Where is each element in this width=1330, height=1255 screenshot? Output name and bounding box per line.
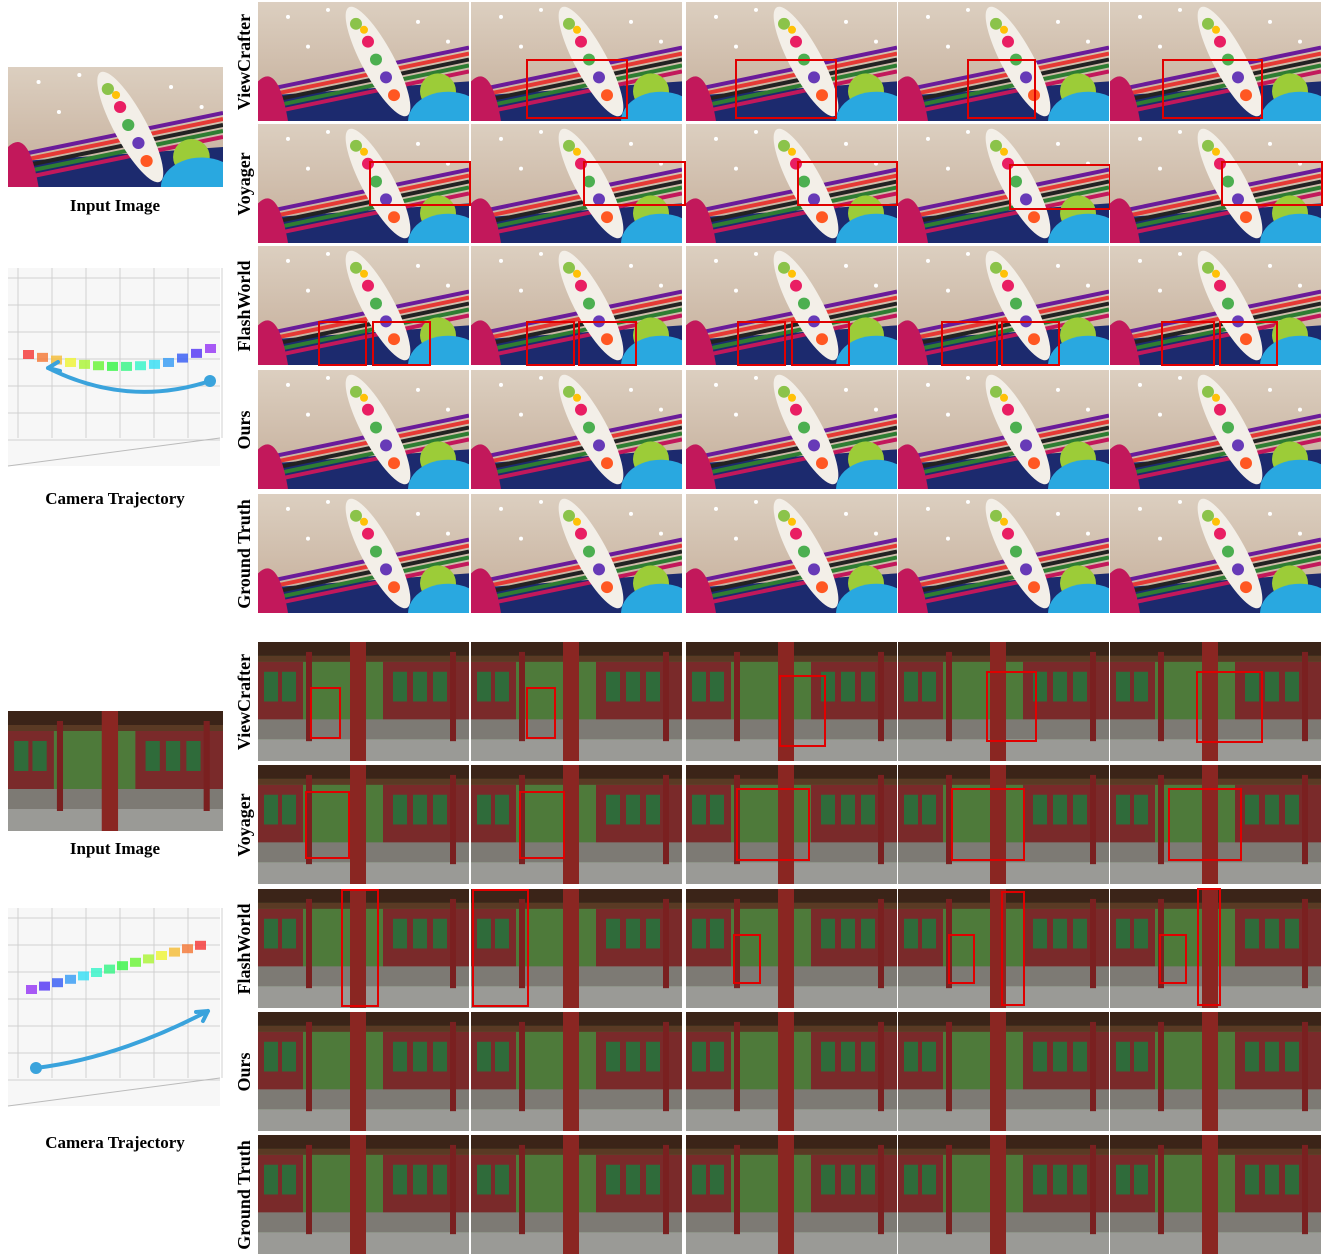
camera-frame xyxy=(78,971,89,980)
result-frame xyxy=(258,368,469,491)
input-image xyxy=(8,65,223,190)
row-label: Ours xyxy=(234,410,254,449)
camera-frame xyxy=(52,978,63,987)
camera-frame xyxy=(130,958,141,967)
figure: Input Image Camera Trajectory ViewCrafter V… xyxy=(0,0,1330,1255)
camera-frame xyxy=(65,358,76,367)
result-frame xyxy=(1110,765,1321,884)
row-label: ViewCrafter xyxy=(234,654,254,750)
camera-frame xyxy=(121,362,132,371)
trajectory-plot xyxy=(8,908,222,1106)
row-label: Ground Truth xyxy=(234,1140,254,1250)
camera-frame xyxy=(149,360,160,369)
result-frame xyxy=(898,492,1109,615)
row-label: Voyager xyxy=(234,793,254,856)
trajectory-start xyxy=(30,1062,42,1074)
result-frame xyxy=(686,492,897,615)
result-frame xyxy=(686,1135,897,1254)
result-frame xyxy=(258,889,469,1008)
result-frame xyxy=(258,492,469,615)
result-frame xyxy=(898,1135,1109,1254)
row-label: Ours xyxy=(234,1052,254,1091)
row-label: FlashWorld xyxy=(234,260,254,351)
result-frame xyxy=(898,642,1109,761)
result-frame xyxy=(1110,492,1321,615)
input-label: Input Image xyxy=(70,839,161,858)
result-frame xyxy=(258,244,469,367)
camera-frame xyxy=(195,941,206,950)
row-label: FlashWorld xyxy=(234,903,254,994)
camera-frame xyxy=(26,985,37,994)
result-frame xyxy=(686,765,897,884)
result-frame xyxy=(898,0,1109,123)
result-frame xyxy=(1110,642,1321,761)
result-frame xyxy=(686,0,897,123)
camera-frame xyxy=(135,361,146,370)
result-frame xyxy=(258,0,469,123)
result-frame xyxy=(471,889,682,1008)
row-label: ViewCrafter xyxy=(234,14,254,110)
result-frame xyxy=(471,368,682,491)
result-frame xyxy=(471,492,682,615)
result-frame xyxy=(258,1012,469,1131)
camera-frame xyxy=(182,944,193,953)
camera-frame xyxy=(104,965,115,974)
result-frame xyxy=(686,889,897,1008)
result-frame xyxy=(898,122,1109,245)
camera-frame xyxy=(169,948,180,957)
result-frame xyxy=(686,368,897,491)
input-label: Input Image xyxy=(70,196,161,215)
camera-frame xyxy=(191,349,202,358)
result-frame xyxy=(898,1012,1109,1131)
row-label: Ground Truth xyxy=(234,499,254,609)
trajectory-start xyxy=(204,375,216,387)
result-frame xyxy=(686,642,897,761)
page: Input Image Camera Trajectory ViewCrafter V… xyxy=(0,0,1330,1255)
result-frame xyxy=(471,765,682,884)
result-frame xyxy=(1110,122,1321,245)
result-frame xyxy=(686,1012,897,1131)
result-frame xyxy=(471,0,682,123)
result-frame xyxy=(471,122,682,245)
result-frame xyxy=(1110,0,1321,123)
input-image xyxy=(8,711,223,831)
result-frame xyxy=(471,642,682,761)
camera-frame xyxy=(117,961,128,970)
result-frame xyxy=(258,765,469,884)
result-frame xyxy=(898,765,1109,884)
camera-frame xyxy=(107,362,118,371)
result-frame xyxy=(686,122,897,245)
result-frame xyxy=(471,1135,682,1254)
camera-frame xyxy=(65,975,76,984)
result-frame xyxy=(1110,244,1321,367)
trajectory-label: Camera Trajectory xyxy=(45,489,185,508)
result-frame xyxy=(1110,1135,1321,1254)
result-frame xyxy=(1110,368,1321,491)
camera-frame xyxy=(163,358,174,367)
result-frame xyxy=(258,642,469,761)
result-frame xyxy=(898,368,1109,491)
trajectory-plot xyxy=(8,268,222,466)
camera-frame xyxy=(93,361,104,370)
result-frame xyxy=(258,1135,469,1254)
camera-frame xyxy=(205,344,216,353)
result-frame xyxy=(1110,1012,1321,1131)
camera-frame xyxy=(23,350,34,359)
result-frame xyxy=(898,889,1109,1008)
camera-frame xyxy=(156,951,167,960)
camera-frame xyxy=(79,360,90,369)
result-frame xyxy=(898,244,1109,367)
row-label: Voyager xyxy=(234,152,254,215)
result-frame xyxy=(1110,889,1321,1008)
camera-frame xyxy=(143,954,154,963)
camera-frame xyxy=(177,354,188,363)
camera-frame xyxy=(37,353,48,362)
trajectory-label: Camera Trajectory xyxy=(45,1133,185,1152)
camera-frame xyxy=(39,982,50,991)
result-frame xyxy=(258,122,469,245)
result-frame xyxy=(471,1012,682,1131)
result-frame xyxy=(471,244,682,367)
camera-frame xyxy=(91,968,102,977)
